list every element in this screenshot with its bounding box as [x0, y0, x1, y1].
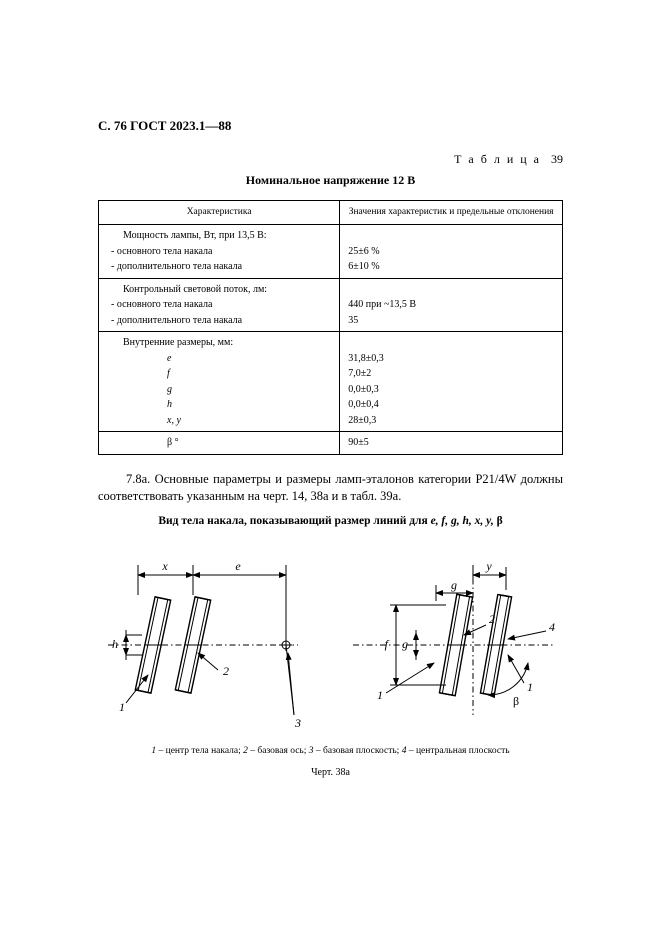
svg-text:1: 1 [527, 680, 533, 694]
table-row: h 0,0±0,4 [99, 397, 563, 413]
legend-2: – базовая ось; [248, 746, 309, 756]
figure-row: xeh123 ygfg1241β [98, 535, 563, 735]
cell-label: f [107, 367, 331, 381]
figure-left: x e h 1 2 3 [98, 535, 323, 735]
page-header: С. 76 ГОСТ 2023.1—88 [98, 118, 563, 134]
table-word: Т а б л и ц а [454, 152, 541, 166]
figure-legend: 1 – центр тела накала; 2 – базовая ось; … [98, 745, 563, 757]
svg-text:h: h [112, 637, 118, 651]
svg-text:f: f [385, 637, 390, 651]
cell-label: h [107, 398, 331, 412]
cell-label: - дополнительного тела накала [107, 261, 242, 272]
svg-text:x: x [161, 559, 168, 573]
cell-label: Мощность лампы, Вт, при 13,5 В: [107, 229, 267, 243]
cell-value [340, 332, 563, 351]
legend-4: – центральная плоскость [406, 746, 509, 756]
cell-value: 6±10 % [340, 259, 563, 278]
cell-label: - основного тела накала [107, 299, 212, 310]
paragraph-text: 7.8а. Основные параметры и размеры ламп-… [98, 472, 563, 503]
cell-value: 90±5 [340, 432, 563, 455]
svg-text:4: 4 [549, 620, 555, 634]
table-row: - основного тела накала 440 при ~13,5 В [99, 297, 563, 313]
cell-value: 31,8±0,3 [340, 351, 563, 367]
cell-value: 25±6 % [340, 244, 563, 260]
svg-text:2: 2 [223, 664, 229, 678]
cell-value: 35 [340, 313, 563, 332]
fig-title-vars: e, f, g, h, x, y, [431, 515, 497, 527]
cell-value [340, 278, 563, 297]
svg-text:β: β [513, 694, 519, 708]
cell-value: 28±0,3 [340, 413, 563, 432]
svg-text:y: y [485, 559, 492, 573]
figure-number: Черт. 38а [98, 767, 563, 778]
table-row: x, y 28±0,3 [99, 413, 563, 432]
cell-label: β ° [107, 436, 331, 450]
cell-label: Внутренние размеры, мм: [107, 336, 233, 350]
svg-text:g: g [402, 637, 408, 651]
figure-right: ygfg1241β [338, 535, 563, 735]
cell-value: 0,0±0,4 [340, 397, 563, 413]
table-row: e 31,8±0,3 [99, 351, 563, 367]
svg-text:g: g [451, 578, 457, 592]
spec-table: Характеристика Значения характеристик и … [98, 200, 563, 455]
cell-value [340, 225, 563, 244]
table-row: Контрольный световой поток, лм: [99, 278, 563, 297]
table-number-label: Т а б л и ц а 39 [98, 152, 563, 167]
svg-text:1: 1 [119, 700, 125, 714]
paragraph-7-8a: 7.8а. Основные параметры и размеры ламп-… [98, 471, 563, 505]
col-characteristic: Характеристика [99, 201, 340, 225]
table-title: Номинальное напряжение 12 В [98, 173, 563, 188]
cell-value: 440 при ~13,5 В [340, 297, 563, 313]
cell-label: g [107, 383, 331, 397]
cell-label: x, y [107, 414, 331, 428]
svg-text:3: 3 [294, 716, 301, 730]
figure-title: Вид тела накала, показывающий размер лин… [98, 515, 563, 527]
table-row: - дополнительного тела накала 35 [99, 313, 563, 332]
svg-text:2: 2 [489, 612, 495, 626]
table-row: - основного тела накала 25±6 % [99, 244, 563, 260]
table-row: Мощность лампы, Вт, при 13,5 В: [99, 225, 563, 244]
table-row: β ° 90±5 [99, 432, 563, 455]
cell-value: 7,0±2 [340, 366, 563, 382]
cell-label: e [107, 352, 331, 366]
cell-label: Контрольный световой поток, лм: [107, 283, 267, 297]
cell-label: - дополнительного тела накала [107, 315, 242, 326]
table-row: Внутренние размеры, мм: [99, 332, 563, 351]
legend-3: – базовая плоскость; [314, 746, 402, 756]
svg-text:1: 1 [377, 688, 383, 702]
fig-title-beta: β [497, 515, 503, 527]
svg-text:e: e [235, 559, 241, 573]
fig-title-pre: Вид тела накала, показывающий размер лин… [158, 515, 430, 527]
col-values: Значения характеристик и предельные откл… [340, 201, 563, 225]
table-row: f 7,0±2 [99, 366, 563, 382]
cell-value: 0,0±0,3 [340, 382, 563, 398]
cell-label: - основного тела накала [107, 246, 212, 257]
table-num: 39 [551, 152, 563, 166]
table-row: - дополнительного тела накала 6±10 % [99, 259, 563, 278]
legend-1: – центр тела накала; [156, 746, 243, 756]
table-row: g 0,0±0,3 [99, 382, 563, 398]
